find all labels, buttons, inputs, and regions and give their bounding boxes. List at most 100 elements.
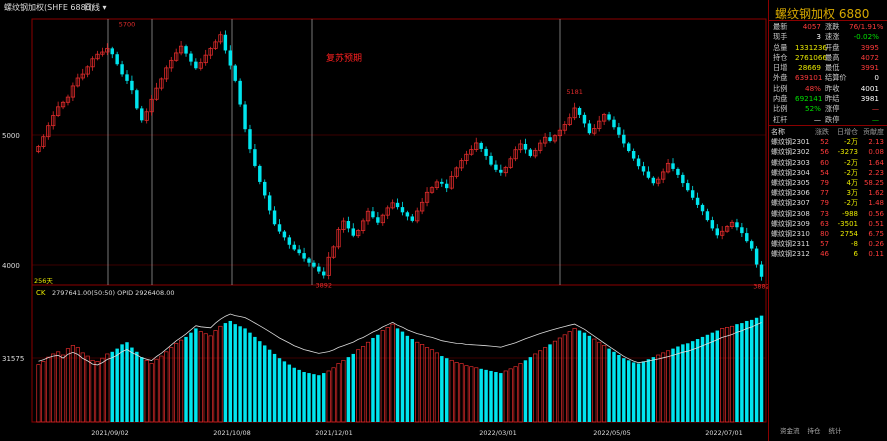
quote-label: 涨跌 — [825, 22, 840, 31]
candle-body — [759, 264, 764, 277]
candle-body — [140, 108, 144, 121]
candle-body — [449, 175, 454, 189]
volume-bar — [194, 328, 198, 422]
volume-bar — [331, 367, 336, 423]
table-row[interactable]: 螺纹钢2310 80 2754 6.75 — [771, 229, 886, 239]
candle-body — [213, 41, 218, 49]
candle-body — [218, 34, 223, 43]
volume-bar — [745, 320, 749, 422]
quote-value: 48% — [805, 83, 821, 93]
candle-body — [228, 50, 233, 66]
quote-value: 3991 — [860, 63, 879, 73]
candle-body — [233, 65, 237, 81]
table-row[interactable]: 螺纹钢2305 79 4万 58.25 — [771, 178, 886, 188]
volume-bar — [622, 358, 626, 422]
quote-label: 涨停 — [825, 104, 840, 114]
table-row[interactable]: 螺纹钢2307 79 -2万 1.48 — [771, 198, 886, 208]
candle-body — [287, 237, 292, 245]
candle-body — [494, 164, 498, 170]
quote-value: 3 — [816, 32, 821, 42]
volume-bar — [479, 368, 483, 422]
range-label: 256天 — [34, 277, 53, 285]
table-row[interactable]: 螺纹钢2306 77 3万 1.62 — [771, 188, 886, 198]
candle-body — [636, 158, 641, 167]
candle-body — [267, 195, 272, 211]
tab-0[interactable]: 资金流 — [780, 427, 800, 435]
volume-bar — [179, 339, 184, 423]
column-header: 贡献度 — [863, 128, 884, 136]
date-tick-label: 2021/12/01 — [315, 429, 352, 437]
candle-body — [302, 253, 306, 259]
candle-body — [203, 54, 208, 64]
volume-bar — [218, 325, 223, 423]
candle-body — [665, 162, 671, 173]
candle-body — [548, 137, 552, 141]
volume-bar — [445, 358, 449, 422]
contract-oi-change: -2万 — [844, 199, 858, 208]
volume-bar — [365, 341, 371, 423]
contract-contribution: 1.62 — [868, 189, 884, 198]
volume-bar — [75, 347, 80, 423]
chart-area[interactable]: 500040003157557005811518138923882复苏预期256… — [0, 17, 768, 441]
candle-body — [51, 115, 56, 127]
volume-bar — [562, 334, 567, 423]
quote-row: 最新 4057 涨跌 76/1.91% — [773, 22, 883, 32]
candle-body — [410, 216, 415, 221]
candle-body — [90, 58, 95, 68]
quote-label: 最新 — [773, 22, 788, 31]
candle-body — [277, 224, 282, 232]
candle-body — [149, 98, 154, 113]
contract-name: 螺纹钢2302 — [771, 148, 810, 157]
volume-bar — [125, 342, 129, 422]
candle-body — [312, 262, 316, 267]
candle-body — [754, 248, 759, 265]
quote-label: 结算价 — [825, 73, 847, 83]
volume-bar — [130, 347, 134, 422]
quote-row: 现手 3 速涨 -0.02% — [773, 32, 883, 42]
table-row[interactable]: 螺纹钢2308 73 -988 0.56 — [771, 209, 886, 219]
candle-body — [380, 214, 385, 224]
annotation-text: 复苏预期 — [326, 52, 362, 64]
volume-bar — [238, 326, 242, 422]
panel-title: 螺纹钢加权 6880 — [775, 7, 870, 21]
volume-bar — [95, 361, 100, 423]
table-row[interactable]: 螺纹钢2309 63 -3501 0.51 — [771, 219, 886, 229]
quote-label: 速涨 — [825, 32, 840, 42]
contract-name: 螺纹钢2304 — [771, 168, 810, 177]
volume-bar — [149, 363, 154, 423]
candle-body — [528, 149, 533, 156]
quote-row: 比例 52% 涨停 — — [773, 104, 883, 114]
candle-body — [484, 148, 488, 156]
volume-bar — [90, 359, 95, 423]
indicator-label: CK — [36, 289, 46, 297]
volume-bar — [543, 347, 548, 423]
table-row[interactable]: 螺纹钢2304 54 -2万 2.23 — [771, 168, 886, 178]
quote-label: 日增 — [773, 63, 788, 73]
period-selector[interactable]: 日线 ▾ — [84, 2, 107, 13]
volume-bar — [474, 367, 479, 423]
table-row[interactable]: 螺纹钢2312 46 6 0.11 — [771, 249, 886, 259]
table-row[interactable]: 螺纹钢2303 60 -2万 1.64 — [771, 158, 886, 168]
kline-chart[interactable]: 500040003157557005811518138923882复苏预期256… — [0, 17, 768, 441]
candle-body — [115, 54, 119, 65]
candle-body — [341, 220, 346, 230]
contract-change: 54 — [820, 168, 829, 177]
volume-bar — [51, 353, 56, 423]
volume-bar — [390, 323, 395, 423]
volume-bar — [184, 336, 188, 422]
contract-oi-change: -8 — [851, 240, 858, 249]
table-row[interactable]: 螺纹钢2311 57 -8 0.26 — [771, 239, 886, 249]
candle-body — [60, 101, 66, 108]
tab-2[interactable]: 统计 — [828, 427, 842, 435]
candle-body — [671, 163, 675, 169]
table-row[interactable]: 螺纹钢2302 56 -3273 0.08 — [771, 147, 886, 157]
contract-change: 80 — [820, 229, 829, 238]
volume-bar — [135, 351, 139, 422]
volume-bar — [159, 355, 164, 423]
date-tick-label: 2022/05/05 — [593, 429, 630, 437]
candle-body — [552, 135, 558, 142]
quote-value: 4001 — [860, 83, 879, 93]
table-header: 名称 涨跌 日增仓 贡献度 — [771, 127, 886, 137]
tab-1[interactable]: 持仓 — [807, 427, 821, 435]
table-row[interactable]: 螺纹钢2301 52 -2万 2.13 — [771, 137, 886, 147]
